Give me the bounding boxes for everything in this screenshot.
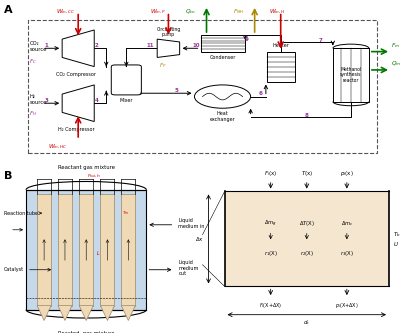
Text: $F_m$: $F_m$: [391, 41, 400, 50]
Text: $T_m$: $T_m$: [122, 209, 130, 217]
Text: $W_{in,HC}$: $W_{in,HC}$: [49, 143, 68, 152]
FancyBboxPatch shape: [111, 65, 141, 95]
Text: 10: 10: [193, 43, 200, 48]
Polygon shape: [157, 39, 180, 57]
Text: Condenser: Condenser: [209, 55, 236, 60]
Text: $F_P$: $F_P$: [159, 61, 166, 70]
Bar: [37, 194, 51, 306]
Text: Reacted  gas mixture: Reacted gas mixture: [58, 331, 114, 333]
Text: 7: 7: [319, 38, 323, 43]
Text: 9: 9: [245, 37, 249, 42]
Text: $W_{in,CC}$: $W_{in,CC}$: [56, 8, 75, 16]
Text: $r_1$(X): $r_1$(X): [264, 249, 277, 258]
Text: $L$: $L$: [96, 249, 101, 257]
Text: B: B: [4, 171, 12, 181]
Bar: [225, 191, 389, 286]
Text: $W_{in,P}$: $W_{in,P}$: [150, 8, 166, 16]
Text: 5: 5: [174, 88, 178, 93]
Polygon shape: [100, 306, 115, 320]
Text: Heater: Heater: [272, 43, 289, 48]
Text: 2: 2: [94, 43, 98, 48]
Text: 6: 6: [259, 91, 263, 96]
Text: 4: 4: [94, 98, 98, 103]
Text: Circulating
pump: Circulating pump: [156, 27, 180, 37]
Text: $F_C$: $F_C$: [29, 57, 37, 66]
Text: H₂ Compressor: H₂ Compressor: [58, 128, 95, 133]
Text: $F_i$(X+$\Delta$X): $F_i$(X+$\Delta$X): [259, 301, 282, 310]
Text: $d_t$: $d_t$: [303, 318, 310, 327]
Polygon shape: [121, 306, 136, 320]
Text: CO₂ Compressor: CO₂ Compressor: [56, 73, 96, 78]
Text: 1: 1: [44, 43, 48, 48]
Text: Reactant gas mixture: Reactant gas mixture: [58, 165, 115, 170]
Text: Liquid
medium
out: Liquid medium out: [178, 260, 199, 276]
Bar: [267, 52, 295, 82]
Text: CO₂
source: CO₂ source: [29, 41, 47, 52]
Text: $r_3$(X): $r_3$(X): [340, 249, 354, 258]
Text: H₂
source: H₂ source: [29, 95, 47, 105]
Text: Methanol
synthesis
reactor: Methanol synthesis reactor: [340, 67, 362, 83]
Text: $Q_m$: $Q_m$: [391, 60, 401, 68]
Bar: [26, 190, 146, 310]
Text: $F_{MH}$: $F_{MH}$: [233, 8, 245, 16]
Text: 3: 3: [44, 98, 48, 103]
Text: Reaction tube: Reaction tube: [4, 210, 41, 216]
Polygon shape: [79, 306, 93, 320]
Text: $T_b$
$U$: $T_b$ $U$: [393, 230, 401, 248]
Bar: [58, 194, 72, 306]
Text: 8: 8: [305, 113, 309, 118]
Text: Heat
exchanger: Heat exchanger: [210, 111, 235, 122]
Bar: [28, 20, 377, 153]
Text: 11: 11: [147, 43, 154, 48]
Circle shape: [194, 85, 251, 108]
Polygon shape: [62, 30, 94, 67]
Bar: [333, 48, 369, 102]
Text: $T$(x): $T$(x): [301, 169, 313, 178]
Polygon shape: [37, 306, 51, 320]
Text: $\Delta m_c$: $\Delta m_c$: [340, 219, 353, 228]
Text: $Q_{co}$: $Q_{co}$: [185, 8, 196, 16]
Text: $\Delta m_g$: $\Delta m_g$: [264, 219, 277, 229]
Polygon shape: [62, 85, 94, 122]
Text: $F_i$(x): $F_i$(x): [264, 169, 277, 178]
Text: Mixer: Mixer: [119, 98, 133, 103]
Text: Liquid
medium in: Liquid medium in: [178, 218, 205, 228]
Text: Catalyst: Catalyst: [4, 267, 51, 272]
Bar: [79, 194, 93, 306]
Polygon shape: [58, 306, 72, 320]
Text: $F_H$: $F_H$: [29, 109, 37, 118]
Text: $r_2$(X): $r_2$(X): [300, 249, 314, 258]
Text: $\Delta T$(X): $\Delta T$(X): [299, 219, 315, 228]
Bar: [100, 194, 115, 306]
Text: $p_i$(x): $p_i$(x): [340, 169, 354, 178]
Text: $P_{out}$,$h$: $P_{out}$,$h$: [87, 172, 101, 180]
Text: A: A: [4, 5, 13, 15]
Bar: [200, 35, 245, 52]
Text: $\Delta x$: $\Delta x$: [195, 235, 205, 243]
Text: $p_i$(X+$\Delta$X): $p_i$(X+$\Delta$X): [335, 301, 359, 310]
Text: $W_{in,H}$: $W_{in,H}$: [269, 8, 286, 16]
Bar: [121, 194, 136, 306]
